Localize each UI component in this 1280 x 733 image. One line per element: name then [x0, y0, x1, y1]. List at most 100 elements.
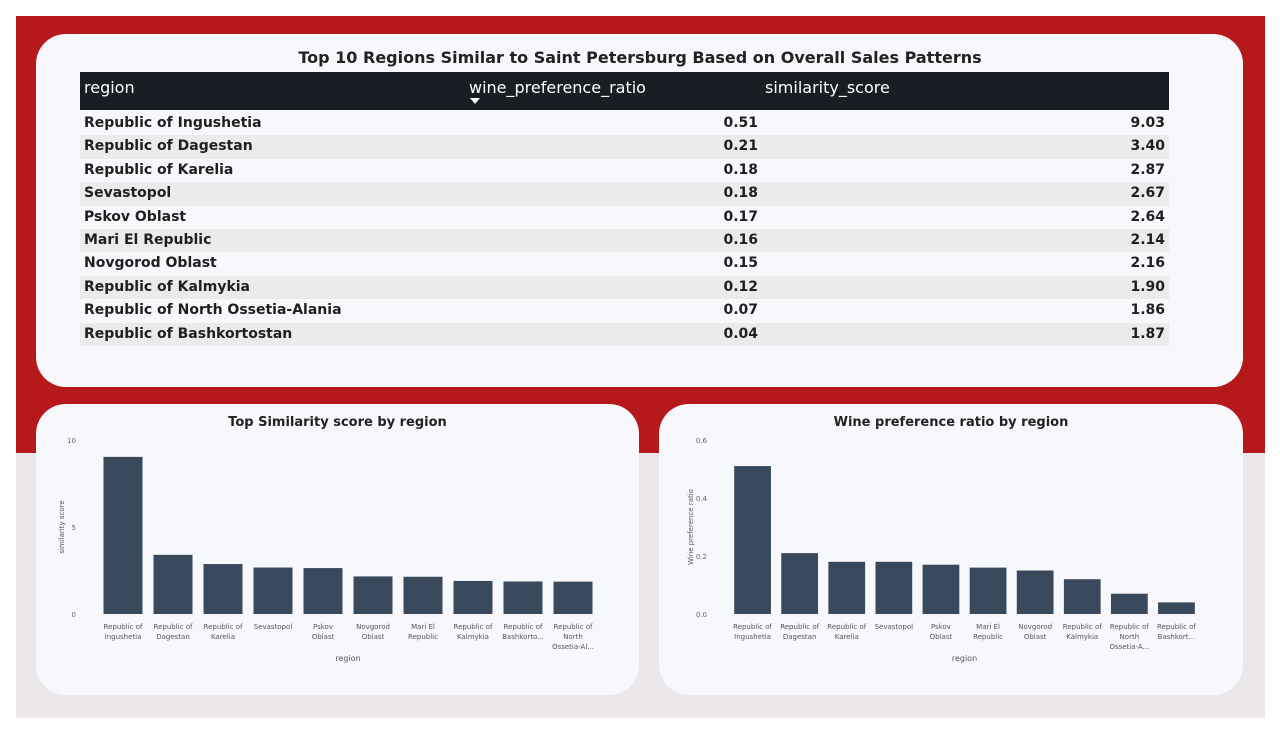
y-axis-label: Wine preference ratio [687, 489, 695, 565]
x-axis-label: region [952, 654, 977, 663]
cell-wine-preference-ratio: 0.07 [723, 302, 758, 319]
cell-region: Pskov Oblast [84, 208, 187, 225]
y-tick-label: 5 [72, 524, 76, 532]
table-row[interactable]: Republic of North Ossetia-Alania 0.07 1.… [80, 299, 1169, 322]
y-tick-label: 10 [67, 437, 76, 445]
x-tick-label: Republic of North Ossetia-A... [1109, 623, 1149, 651]
cell-similarity-score: 2.14 [1130, 231, 1165, 248]
y-axis-label: similarity score [58, 500, 66, 553]
cell-wine-preference-ratio: 0.21 [723, 138, 758, 155]
bar[interactable] [1016, 570, 1054, 615]
bar[interactable] [303, 568, 343, 614]
cell-region: Mari El Republic [84, 231, 212, 248]
bar[interactable] [453, 580, 493, 614]
cell-similarity-score: 2.64 [1130, 208, 1165, 225]
y-tick-label: 0.2 [696, 553, 707, 561]
bar[interactable] [969, 567, 1007, 614]
y-tick-label: 0.6 [696, 437, 708, 445]
x-tick-label: Sevastopol [254, 623, 293, 631]
y-tick-label: 0.4 [696, 495, 708, 503]
sort-descending-icon[interactable] [470, 98, 480, 104]
cell-wine-preference-ratio: 0.51 [723, 115, 758, 131]
cell-similarity-score: 1.86 [1130, 302, 1165, 319]
x-tick-label: Republic of Ingushetia [733, 623, 772, 641]
x-tick-label: Pskov Oblast [930, 623, 953, 641]
bar[interactable] [1063, 579, 1101, 614]
y-tick-label: 0 [72, 611, 76, 619]
cell-similarity-score: 2.87 [1130, 161, 1165, 178]
cell-region: Republic of Kalmykia [84, 278, 251, 295]
bar[interactable] [828, 561, 866, 614]
x-tick-label: Republic of North Ossetia-Al... [552, 623, 594, 651]
cell-wine-preference-ratio: 0.12 [723, 278, 758, 295]
column-header-similarity-score[interactable]: similarity_score [765, 78, 890, 97]
cell-wine-preference-ratio: 0.16 [723, 231, 758, 248]
table-row[interactable]: Sevastopol 0.18 2.67 [80, 182, 1169, 206]
x-tick-label: Pskov Oblast [312, 623, 335, 641]
wine-preference-ratio-chart: 0.0 0.2 0.4 0.6 Republic of Ingushetia Republi… [687, 437, 1196, 663]
table-row[interactable]: Republic of Kalmykia 0.12 1.90 [80, 275, 1169, 300]
bar[interactable] [103, 456, 143, 614]
x-tick-label: Republic of Bashkorto... [502, 623, 544, 641]
cell-region: Republic of North Ossetia-Alania [84, 302, 342, 319]
x-axis-label: region [335, 654, 360, 663]
bar[interactable] [203, 564, 243, 614]
x-tick-label: Republic of Ingushetia [104, 623, 143, 641]
x-tick-label: Republic of Karelia [204, 623, 243, 641]
x-tick-label: Republic of Bashkort... [1157, 623, 1196, 641]
similarity-score-chart: 0 5 10 Republic of Ingushetia Republic of Dage… [58, 437, 594, 663]
cell-wine-preference-ratio: 0.17 [723, 208, 758, 225]
table-body: Republic of Ingushetia 0.51 9.03 Republi… [80, 112, 1169, 346]
x-tick-label: Sevastopol [875, 623, 914, 631]
bar[interactable] [353, 576, 393, 614]
bar[interactable] [253, 567, 293, 614]
column-header-wine-preference-ratio[interactable]: wine_preference_ratio [469, 78, 646, 97]
bar[interactable] [922, 564, 960, 614]
table-row[interactable]: Mari El Republic 0.16 2.14 [80, 228, 1169, 253]
x-tick-label: Mari El Republic [973, 623, 1003, 641]
cell-similarity-score: 1.90 [1130, 278, 1165, 295]
x-tick-label: Republic of Kalmykia [454, 623, 493, 641]
table-row[interactable]: Republic of Karelia 0.18 2.87 [80, 159, 1169, 182]
x-tick-label: Republic of Karelia [827, 623, 866, 641]
cell-similarity-score: 2.67 [1130, 185, 1165, 202]
table-row[interactable]: Republic of Dagestan 0.21 3.40 [80, 135, 1169, 159]
table-row[interactable]: Pskov Oblast 0.17 2.64 [80, 206, 1169, 229]
x-tick-label: Novgorod Oblast [356, 623, 390, 641]
bar[interactable] [1158, 602, 1195, 614]
table-row[interactable]: Republic of Bashkortostan 0.04 1.87 [80, 322, 1169, 346]
cell-wine-preference-ratio: 0.18 [723, 161, 758, 178]
table-row[interactable]: Novgorod Oblast 0.15 2.16 [80, 252, 1169, 275]
bar[interactable] [734, 466, 771, 614]
cell-wine-preference-ratio: 0.15 [723, 255, 758, 272]
column-header-region[interactable]: region [84, 78, 135, 97]
cell-region: Republic of Ingushetia [84, 115, 262, 131]
bar[interactable] [875, 561, 913, 614]
wine-ratio-chart-title: Wine preference ratio by region [833, 415, 1069, 430]
x-tick-label: Republic of Dagestan [154, 623, 193, 641]
cell-similarity-score: 9.03 [1130, 115, 1165, 131]
cell-region: Sevastopol [84, 185, 172, 202]
bar[interactable] [781, 553, 819, 614]
bar[interactable] [553, 581, 593, 614]
y-tick-label: 0.0 [696, 611, 707, 619]
bar[interactable] [403, 576, 443, 614]
cell-similarity-score: 2.16 [1130, 255, 1165, 272]
bar[interactable] [153, 554, 193, 614]
cell-region: Republic of Bashkortostan [84, 325, 293, 342]
cell-region: Republic of Dagestan [84, 138, 253, 155]
bar[interactable] [1110, 593, 1148, 614]
table-title: Top 10 Regions Similar to Saint Petersbu… [298, 48, 982, 67]
cell-similarity-score: 1.87 [1130, 325, 1165, 342]
cell-region: Novgorod Oblast [84, 255, 217, 272]
bar[interactable] [503, 581, 543, 614]
x-tick-label: Republic of Dagestan [780, 623, 819, 641]
table-header: region wine_preference_ratio similarity_… [80, 72, 1169, 110]
x-tick-label: Mari El Republic [408, 623, 438, 641]
x-tick-label: Novgorod Oblast [1018, 623, 1052, 641]
cell-wine-preference-ratio: 0.04 [723, 325, 758, 342]
similarity-chart-title: Top Similarity score by region [228, 415, 447, 430]
table-row[interactable]: Republic of Ingushetia 0.51 9.03 [80, 112, 1169, 135]
x-tick-label: Republic of Kalmykia [1063, 623, 1102, 641]
